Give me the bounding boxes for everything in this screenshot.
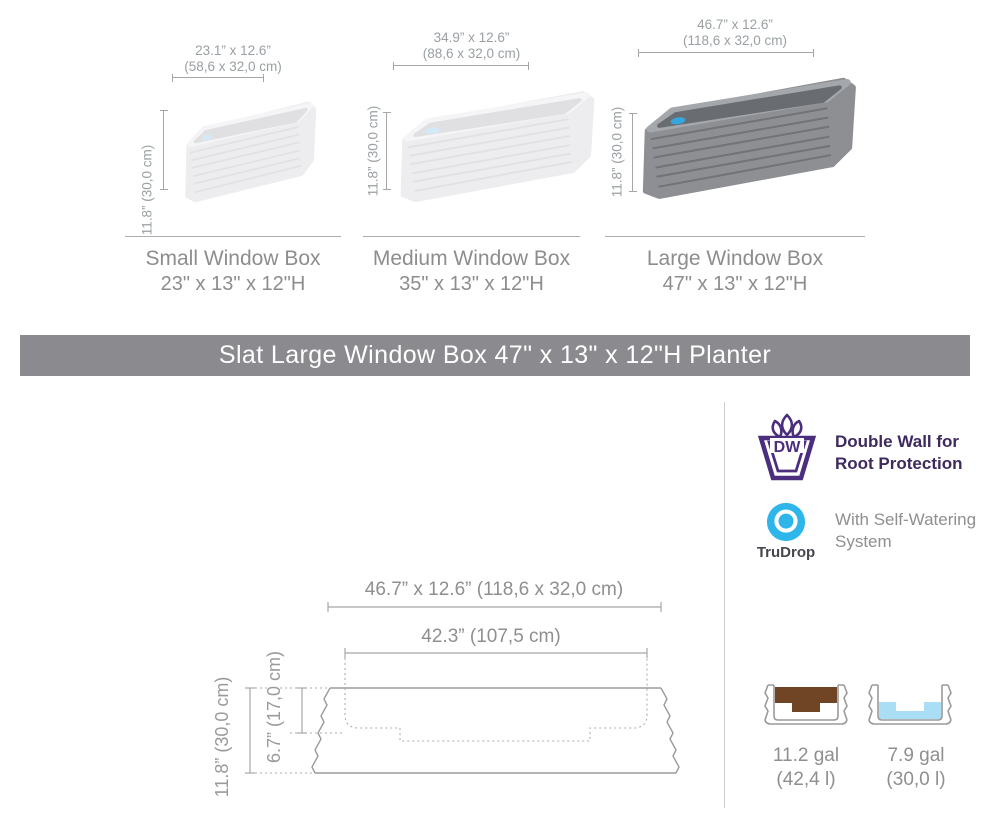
dimensions-label: 34.9” x 12.6” (88,6 x 32,0 cm) (363, 30, 580, 62)
dimension-diagram: 46.7” x 12.6” (118,6 x 32,0 cm) 42.3” (1… (212, 579, 680, 798)
product-name: Medium Window Box (372, 247, 571, 270)
dimensions-inches: 46.7” x 12.6” (697, 17, 773, 32)
width-dimension-line (638, 49, 814, 57)
product-card-medium: 34.9” x 12.6” (88,6 x 32,0 cm) 11.8” (30… (363, 28, 580, 302)
title-banner: Slat Large Window Box 47" x 13" x 12"H P… (20, 335, 970, 376)
self-watering-text: With Self-Watering System (835, 510, 977, 551)
product-card-small: 23.1” x 12.6” (58,6 x 32,0 cm) 11.8” (30… (125, 40, 341, 302)
product-size: 47" x 13" x 12"H (662, 273, 808, 295)
water-capacity-label: 7.9 gal (30,0 l) (886, 745, 946, 790)
product-name: Small Window Box (145, 247, 321, 270)
planter-outline (311, 687, 680, 774)
divider (605, 236, 865, 237)
height-dimension-line (383, 112, 391, 190)
planter-image-small (170, 86, 320, 204)
double-wall-icon: DW (757, 413, 817, 481)
double-wall-text: Double Wall for Root Protection (835, 432, 963, 473)
dimensions-label: 23.1” x 12.6” (58,6 x 32,0 cm) (125, 43, 341, 75)
diagram-inner-height-label: 6.7” (17,0 cm) (264, 651, 284, 763)
divider (363, 236, 580, 237)
vertical-divider (724, 402, 725, 808)
planter-image-medium (378, 74, 600, 204)
diagram-height-label: 11.8” (30,0 cm) (212, 677, 232, 798)
product-size: 35" x 13" x 12"H (399, 273, 544, 295)
dimensions-inches: 23.1” x 12.6” (195, 43, 271, 58)
dimensions-inches: 34.9” x 12.6” (433, 30, 510, 45)
width-dimension-line (393, 62, 529, 70)
dw-abbreviation: DW (774, 439, 802, 456)
soil-capacity-icon (764, 684, 848, 725)
dimensions-cm: (88,6 x 32,0 cm) (422, 46, 521, 61)
inner-cavity-outline (344, 653, 648, 742)
soil-capacity-label: 11.2 gal (42,4 l) (772, 745, 840, 790)
height-dimension-line (629, 113, 637, 192)
trudrop-icon (766, 502, 806, 542)
dimensions-cm: (58,6 x 32,0 cm) (184, 59, 282, 74)
trudrop-brand-label: TruDrop (756, 544, 816, 561)
product-size: 23" x 13" x 12"H (160, 273, 306, 295)
divider (125, 236, 341, 237)
diagram-width-label: 46.7” x 12.6” (118,6 x 32,0 cm) (365, 579, 623, 600)
water-capacity-icon (868, 684, 952, 725)
product-name: Large Window Box (646, 247, 824, 270)
planter-image-large (618, 59, 862, 201)
diagram-inner-width-label: 42.3” (107,5 cm) (421, 626, 560, 647)
dimensions-label: 46.7” x 12.6” (118,6 x 32,0 cm) (605, 17, 865, 49)
width-dimension-line (172, 74, 264, 82)
height-dimension-line (160, 110, 168, 190)
page-title: Slat Large Window Box 47" x 13" x 12"H P… (218, 341, 772, 369)
height-dimension-label: 11.8” (30,0 cm) (139, 144, 155, 236)
dimensions-cm: (118,6 x 32,0 cm) (682, 33, 788, 48)
product-card-large: 46.7” x 12.6” (118,6 x 32,0 cm) 11.8” (3… (605, 15, 865, 302)
